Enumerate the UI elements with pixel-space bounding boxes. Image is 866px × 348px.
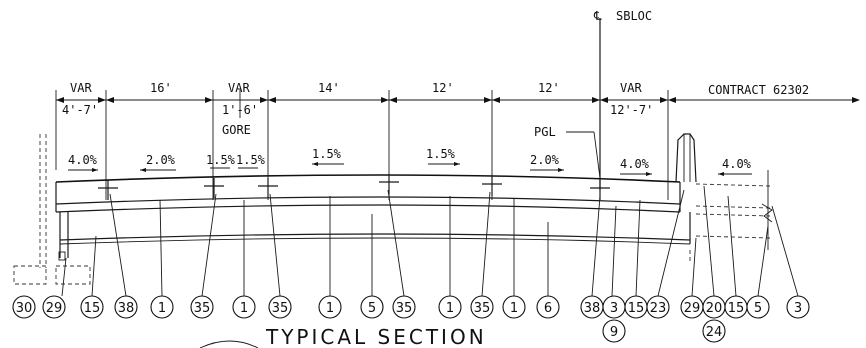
- callout-18: 23: [646, 295, 670, 319]
- dimension-line: [55, 90, 860, 200]
- callout-22-text: 5: [754, 301, 762, 316]
- callout-12: 35: [470, 295, 494, 319]
- callout-8-text: 1: [326, 301, 334, 316]
- slope-2-0-a: 2.0%: [146, 153, 176, 167]
- dim-4-7: 4'-7': [62, 103, 98, 117]
- slope-indicators: [68, 162, 752, 176]
- dim-var-1: VAR: [70, 81, 92, 95]
- callout-lower-1: 24: [702, 319, 726, 343]
- callout-3-text: 38: [118, 301, 135, 316]
- drawing-title: TYPICAL SECTION: [265, 325, 487, 348]
- callout-19: 29: [680, 295, 704, 319]
- callout-3: 38: [114, 295, 138, 319]
- callout-23: 3: [786, 295, 810, 319]
- dim-gore: GORE: [222, 123, 251, 137]
- callout-13: 1: [502, 295, 526, 319]
- callout-22: 5: [746, 295, 770, 319]
- adjacent-contract-section: [13, 134, 773, 285]
- callout-11: 1: [438, 295, 462, 319]
- callout-19-text: 29: [684, 301, 701, 316]
- callout-1-text: 29: [46, 301, 63, 316]
- dim-14: 14': [318, 81, 340, 95]
- callout-6-text: 1: [240, 301, 248, 316]
- callout-lower-0-text: 9: [610, 325, 618, 340]
- callout-2: 15: [80, 295, 104, 319]
- callout-lower-0: 9: [602, 319, 626, 343]
- dim-1-6: 1'-6': [222, 103, 258, 117]
- pgl-marker: PGL: [534, 125, 601, 179]
- callout-2-text: 15: [84, 301, 101, 316]
- callout-15: 38: [580, 295, 604, 319]
- dim-16: 16': [150, 81, 172, 95]
- callout-14-text: 6: [544, 301, 552, 316]
- dim-12-a: 12': [432, 81, 454, 95]
- callout-0: 30: [12, 295, 36, 319]
- callout-14: 6: [536, 295, 560, 319]
- callout-23-text: 3: [794, 301, 802, 316]
- callout-8: 1: [318, 295, 342, 319]
- callout-lower-1-text: 24: [706, 325, 723, 340]
- callout-13-text: 1: [510, 301, 518, 316]
- callout-16-text: 3: [610, 301, 618, 316]
- callout-16: 3: [602, 295, 626, 319]
- dim-var-2: VAR: [228, 81, 250, 95]
- callout-4: 1: [150, 295, 174, 319]
- callout-1: 29: [42, 295, 66, 319]
- callout-15-text: 38: [584, 301, 601, 316]
- contract-label: CONTRACT 62302: [708, 83, 809, 97]
- callout-0-text: 30: [16, 301, 33, 316]
- callout-10-text: 35: [396, 301, 413, 316]
- dim-var-3: VAR: [620, 81, 642, 95]
- leader-lines: [61, 185, 799, 297]
- callout-12-text: 35: [474, 301, 491, 316]
- callout-20-text: 20: [706, 301, 723, 316]
- dim-12-b: 12': [538, 81, 560, 95]
- slope-4-0-a: 4.0%: [68, 153, 98, 167]
- callout-17: 15: [624, 295, 648, 319]
- slope-2-0-b: 2.0%: [530, 153, 560, 167]
- callout-7-text: 35: [272, 301, 289, 316]
- centerline-marker: ℄ SBLOC: [593, 9, 652, 190]
- callout-7: 35: [268, 295, 292, 319]
- callout-18-text: 23: [650, 301, 667, 316]
- callout-11-text: 1: [446, 301, 454, 316]
- slope-1-5-d: 1.5%: [426, 147, 456, 161]
- centerline-label: SBLOC: [616, 9, 652, 23]
- slope-1-5-b: 1.5%: [236, 153, 266, 167]
- callout-9: 5: [360, 295, 384, 319]
- callout-5: 35: [190, 295, 214, 319]
- callout-17-text: 15: [628, 301, 645, 316]
- callout-21-text: 15: [728, 301, 745, 316]
- deck-section: [55, 133, 697, 261]
- slope-4-0-c: 4.0%: [722, 157, 752, 171]
- callout-4-text: 1: [158, 301, 166, 316]
- centerline-symbol: ℄: [593, 9, 602, 23]
- pgl-label: PGL: [534, 125, 556, 139]
- callout-10: 35: [392, 295, 416, 319]
- slope-1-5-a: 1.5%: [206, 153, 236, 167]
- slope-4-0-b: 4.0%: [620, 157, 650, 171]
- callout-5-text: 35: [194, 301, 211, 316]
- callout-20: 20: [702, 295, 726, 319]
- callout-21: 15: [724, 295, 748, 319]
- callout-9-text: 5: [368, 301, 376, 316]
- slope-1-5-c: 1.5%: [312, 147, 342, 161]
- callout-6: 1: [232, 295, 256, 319]
- dim-12-7: 12'-7': [610, 103, 653, 117]
